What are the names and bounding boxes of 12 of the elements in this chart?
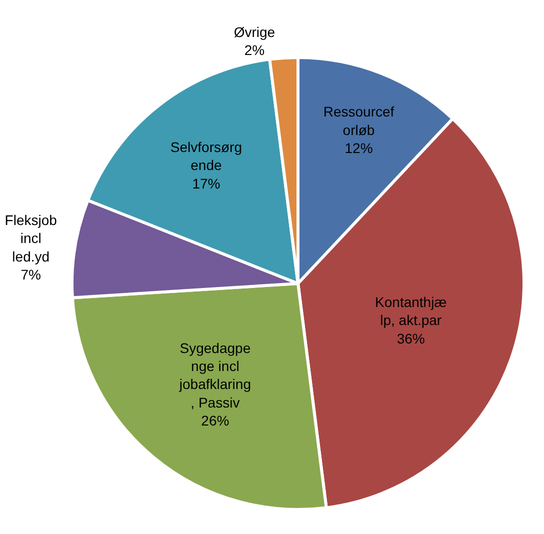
data-label: 17% <box>192 175 220 192</box>
data-label: 12% <box>344 140 373 156</box>
data-label: 7% <box>20 266 41 283</box>
data-label: 26% <box>201 412 230 429</box>
data-label: 36% <box>396 330 425 346</box>
data-label: 2% <box>244 42 265 58</box>
slice-label: Fleksjob incl led.yd <box>4 212 58 264</box>
slice-label: Ressourcef orløb <box>323 104 394 138</box>
slice-label: Kontanthjæ lp, akt.par <box>375 294 447 328</box>
slice-label: Sygedagpe nge incl jobafklaring , Passiv <box>178 340 251 410</box>
slice-label: Selvforsørg ende <box>170 138 242 174</box>
slice-label: Øvrige <box>234 24 276 40</box>
